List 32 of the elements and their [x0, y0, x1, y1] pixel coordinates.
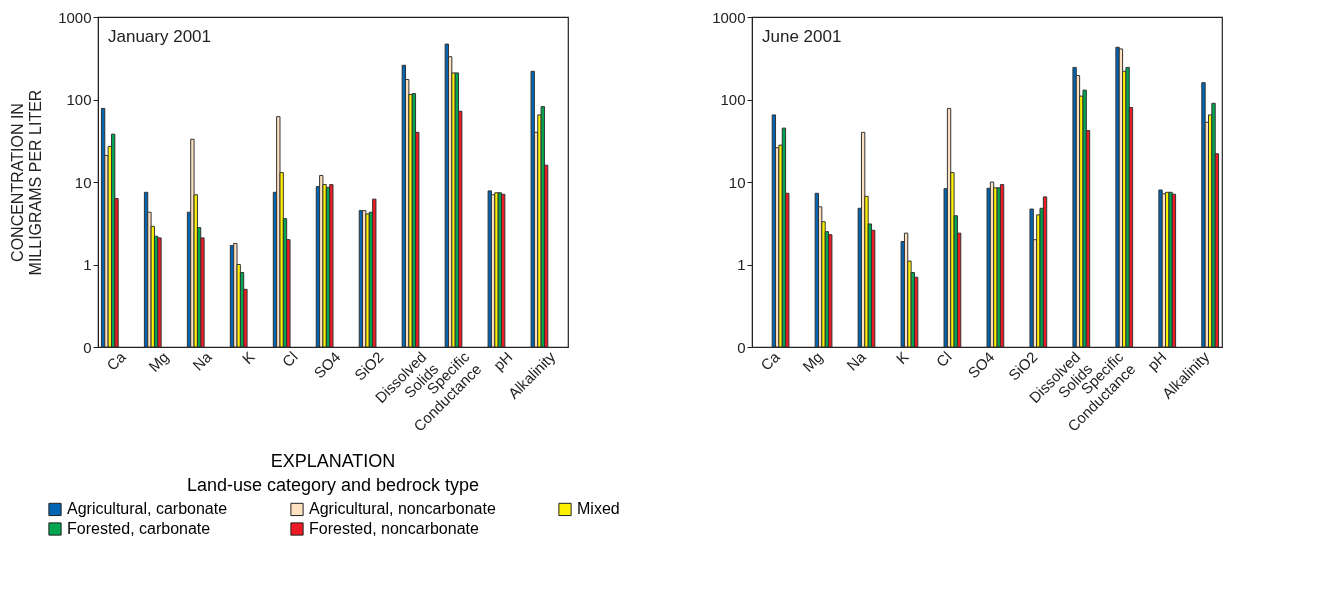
y-tick-label: 100 — [720, 91, 746, 108]
y-axis-title: CONCENTRATION IN MILLIGRAMS PER LITER — [9, 89, 45, 276]
legend-title: Land-use category and bedrock type — [186, 475, 480, 495]
legend-label: Forested, noncarbonate — [309, 520, 479, 537]
x-tick-label: Na — [189, 347, 216, 374]
y-tick-label: 0 — [737, 338, 746, 356]
legend-label: Agricultural, carbonate — [67, 500, 228, 518]
x-tick-label: pH — [489, 348, 516, 374]
x-tick-label: K — [238, 348, 258, 368]
legend-label: Forested, carbonate — [67, 520, 211, 537]
y-tick-label: 10 — [74, 173, 92, 191]
x-tick-label: pH — [1143, 348, 1170, 374]
x-tick-label: Ca — [757, 347, 784, 374]
y-tick-label: 0 — [83, 338, 92, 356]
y-tick-label: 1 — [83, 256, 92, 273]
legend-label: Mixed — [577, 500, 620, 518]
legend-label: Agricultural, noncarbonate — [309, 500, 496, 518]
x-tick-label: Mg — [145, 348, 172, 375]
text: June 2001 — [762, 27, 842, 46]
x-tick-label: Cl — [932, 348, 955, 371]
x-tick-label: Ca — [103, 347, 130, 374]
x-tick-label: K — [892, 348, 912, 368]
x-tick-label: Mg — [799, 348, 826, 375]
y-tick-label: 1000 — [712, 8, 746, 26]
y-tick-label: 100 — [66, 91, 92, 108]
x-tick-label: Na — [843, 347, 870, 374]
y-tick-label: 1000 — [58, 8, 92, 26]
text: January 2001 — [108, 27, 212, 46]
x-tick-label: Cl — [278, 348, 301, 371]
y-tick-label: 1 — [737, 256, 746, 273]
text: EXPLANATION — [270, 451, 396, 471]
y-tick-label: 10 — [728, 173, 746, 191]
